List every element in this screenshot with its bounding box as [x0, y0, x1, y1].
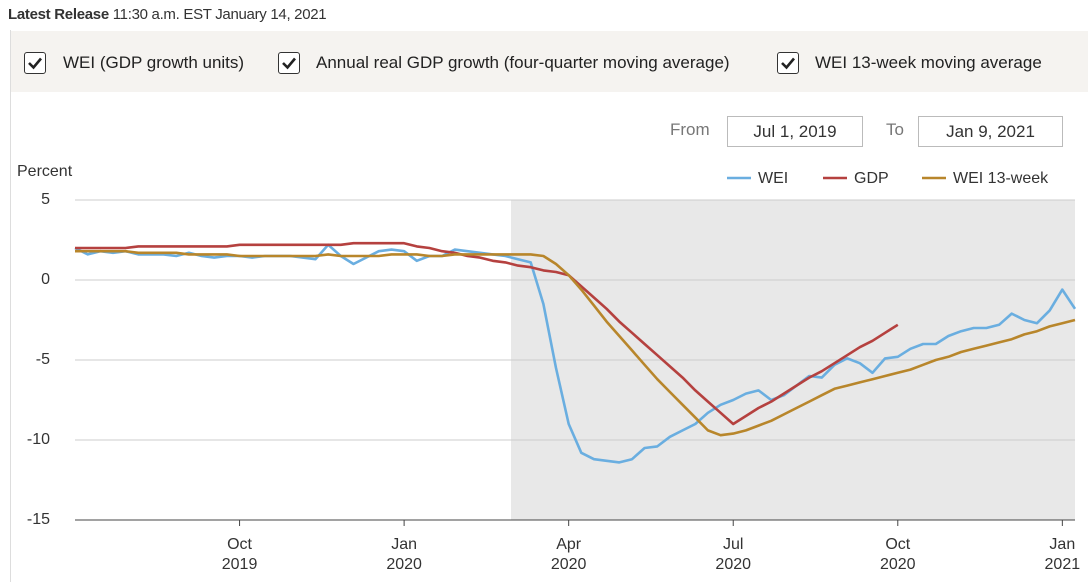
x-tick-label: Oct 2020 — [879, 536, 916, 573]
toggle-label[interactable]: WEI 13-week moving average — [815, 53, 1042, 72]
y-tick-label: -10 — [27, 431, 50, 448]
to-label: To — [886, 120, 904, 139]
legend-label: WEI 13-week — [953, 170, 1049, 187]
checkmark — [28, 57, 42, 70]
toggle-label[interactable]: WEI (GDP growth units) — [63, 53, 245, 72]
release-label: Latest Release — [8, 6, 109, 23]
checkmark-icon — [28, 57, 42, 70]
checkmark-icon — [781, 57, 795, 70]
x-tick-label: Apr 2020 — [550, 536, 587, 573]
checkbox[interactable] — [777, 52, 799, 74]
checkbox[interactable] — [24, 52, 46, 74]
release-header: Latest Release 11:30 a.m. EST January 14… — [8, 6, 327, 23]
series-line — [75, 249, 1076, 437]
release-time: 11:30 a.m. EST January 14, 2021 — [112, 6, 327, 23]
x-tick-label: Jan 2020 — [386, 536, 422, 573]
y-tick-label: 0 — [41, 271, 50, 288]
checkbox[interactable] — [278, 52, 300, 74]
checkmark — [282, 57, 296, 70]
checkmark — [781, 57, 795, 70]
x-tick-label: Jul 2020 — [715, 536, 752, 573]
y-axis-label: Percent — [17, 163, 73, 180]
panel — [10, 30, 1089, 582]
x-tick-label: Jan 2021 — [1044, 536, 1081, 573]
series-line — [75, 241, 899, 426]
y-tick-label: -15 — [27, 511, 50, 528]
y-tick-label: -5 — [36, 351, 50, 368]
y-tick-label: 5 — [41, 191, 50, 208]
legend-label: GDP — [854, 170, 889, 187]
from-input[interactable]: Jul 1, 2019 — [727, 116, 863, 147]
toggle-label[interactable]: Annual real GDP growth (four-quarter mov… — [316, 53, 730, 72]
x-tick-label: Oct 2019 — [221, 536, 258, 573]
toggle-bar — [11, 31, 1088, 92]
checkmark-icon — [282, 57, 296, 70]
from-label: From — [670, 120, 710, 139]
legend-label: WEI — [758, 170, 788, 187]
to-input[interactable]: Jan 9, 2021 — [918, 116, 1063, 147]
